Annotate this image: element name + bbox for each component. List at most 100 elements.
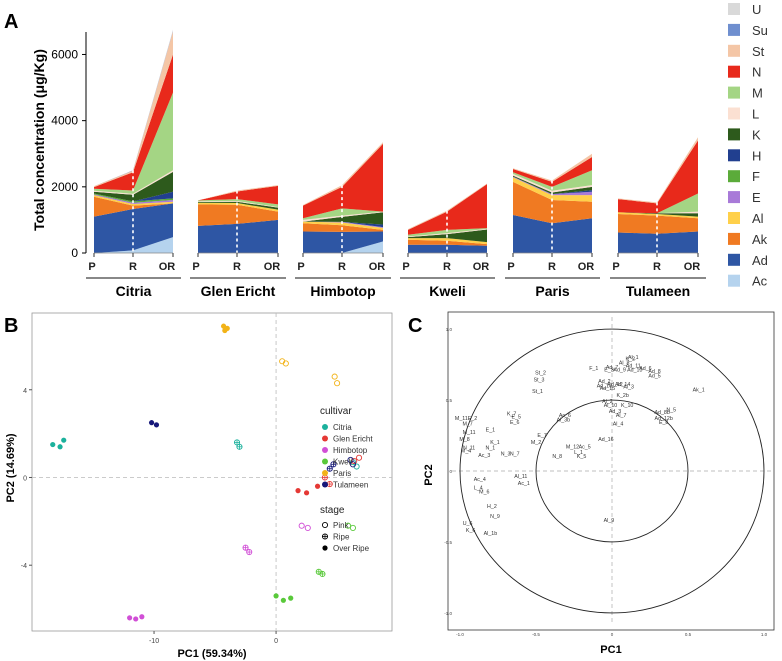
area-himbotop-m bbox=[303, 208, 383, 220]
score-point-paris bbox=[282, 360, 289, 367]
area-kweli-n bbox=[408, 184, 487, 235]
legend-swatch-ad bbox=[728, 253, 740, 266]
area-kweli-l bbox=[408, 228, 487, 238]
area-layer bbox=[94, 29, 698, 254]
loading-label: E_8 bbox=[659, 420, 668, 426]
score-point-glen-ericht bbox=[356, 454, 363, 461]
x-tick-label: 0 bbox=[611, 632, 614, 637]
legend-label-ac: Ac bbox=[752, 274, 768, 289]
loading-label: E_6 bbox=[510, 420, 519, 426]
legend-swatch-f bbox=[728, 170, 740, 183]
loading-label: Ad_12b bbox=[655, 416, 673, 422]
loading-label: L_4 bbox=[474, 485, 483, 491]
y-tick-label: 1.0 bbox=[446, 327, 453, 332]
score-point-himbotop bbox=[133, 616, 139, 622]
loading-label: M_7 bbox=[462, 422, 472, 428]
score-point-kweli bbox=[280, 597, 286, 603]
panel-c-loadings: -1.0 -0.5 0 0.5 1.0-1.0-0.500.51.0Al_8K_2Al_… bbox=[444, 317, 772, 637]
stage-label-or: OR bbox=[369, 261, 386, 273]
stage-label-r: R bbox=[233, 261, 241, 273]
panel-label-b: B bbox=[4, 315, 18, 337]
panel-c: C -1.0 -0.5 0 0.5 1.0-1.0-0.500.51.0Al_8K_2A… bbox=[408, 311, 775, 656]
stage-label-or: OR bbox=[264, 261, 281, 273]
loading-label: Al_11 bbox=[514, 474, 527, 480]
panel-b-x-axis-label: PC1 (59.34%) bbox=[177, 648, 246, 660]
score-point-citria bbox=[57, 444, 63, 450]
panel-label-a: A bbox=[4, 11, 18, 33]
loading-label: Ad_11 bbox=[626, 363, 641, 369]
loading-label: M_6 bbox=[479, 490, 489, 496]
legend-cultivar-glen-ericht: Glen Ericht bbox=[333, 435, 373, 444]
legend-dot-kweli bbox=[322, 458, 328, 465]
area-group-himbotop bbox=[303, 142, 383, 254]
loading-label: Ad_14 bbox=[615, 382, 630, 388]
stage-label-p: P bbox=[507, 261, 514, 273]
loading-label: Al_2 bbox=[602, 399, 613, 405]
x-tick-label: 0 bbox=[274, 638, 278, 645]
legend-dot-himbotop bbox=[322, 447, 328, 453]
legend-swatch-k bbox=[728, 128, 740, 141]
legend-dot-paris bbox=[322, 470, 328, 476]
legend-cultivar-title: cultivar bbox=[320, 406, 352, 417]
score-point-tulameen bbox=[326, 465, 333, 472]
area-tulameen-ak bbox=[618, 213, 698, 234]
stage-label-r: R bbox=[548, 261, 556, 273]
panel-b: B -10 0 -4 0 4 PC1 (59.34%) PC2 (14.69%) cul… bbox=[4, 312, 393, 660]
loading-label: Ad_15 bbox=[600, 386, 615, 392]
loading-label: N_1 bbox=[486, 446, 496, 452]
loading-label: Al_4 bbox=[613, 422, 624, 428]
y-tick-label: 6000 bbox=[51, 47, 78, 61]
area-paris-al bbox=[513, 177, 592, 202]
area-paris-st bbox=[513, 153, 592, 182]
loading-label: E_5 bbox=[512, 414, 521, 420]
stage-label-r: R bbox=[338, 261, 346, 273]
loading-label: M_2 bbox=[531, 440, 541, 446]
legend-cultivar-himbotop: Himbotop bbox=[333, 446, 368, 455]
legend-label-l: L bbox=[752, 107, 759, 122]
loading-label: N_7 bbox=[510, 451, 520, 457]
loading-label: Ad_10 bbox=[597, 383, 612, 389]
panel-a-y-axis-label: Total concentration (μg/Kg) bbox=[31, 49, 47, 231]
area-tulameen-k bbox=[618, 212, 698, 217]
x-tick-label: 0.5 bbox=[685, 632, 692, 637]
x-tick-label: -1.0 bbox=[456, 632, 464, 637]
loading-label: Ad_9 bbox=[613, 368, 625, 374]
loading-label: U_6 bbox=[463, 521, 473, 527]
loading-label: N_9 bbox=[490, 514, 500, 520]
legend-swatch-l bbox=[728, 107, 740, 120]
y-tick-label: 0 bbox=[71, 246, 78, 260]
loading-label: Al_9 bbox=[604, 518, 615, 524]
area-tulameen-m bbox=[618, 193, 698, 214]
score-point-himbotop bbox=[127, 615, 133, 621]
area-himbotop-ak bbox=[303, 223, 383, 232]
loading-label: Ac_5 bbox=[579, 444, 591, 450]
y-tick-label: -1.0 bbox=[444, 611, 452, 616]
stage-label-p: P bbox=[402, 261, 409, 273]
panel-c-y-axis-label: PC2 bbox=[423, 464, 435, 485]
loading-label: F_1 bbox=[589, 366, 598, 372]
score-point-himbotop bbox=[298, 522, 305, 529]
x-tick-label: -0.5 bbox=[532, 632, 540, 637]
legend-label-k: K bbox=[752, 127, 761, 142]
score-point-kweli bbox=[345, 522, 352, 529]
y-tick-label: 4 bbox=[23, 388, 27, 395]
legend-swatch-m bbox=[728, 86, 740, 99]
loading-label: Al_8 bbox=[619, 361, 630, 367]
stage-label-p: P bbox=[297, 261, 304, 273]
area-tulameen-n bbox=[618, 140, 698, 214]
area-glen-ericht-l bbox=[198, 201, 278, 208]
x-tick-label: 1.0 bbox=[761, 632, 768, 637]
loading-label: M_12 bbox=[566, 444, 579, 450]
legend-label-su: Su bbox=[752, 23, 768, 38]
score-point-himbotop bbox=[242, 544, 249, 551]
loading-label: Ad_13 bbox=[627, 368, 642, 374]
panel-label-c: C bbox=[408, 315, 422, 337]
loading-label: Ad_12 bbox=[607, 382, 622, 388]
loading-label: Al_7 bbox=[616, 413, 627, 419]
legend-swatch-su bbox=[728, 23, 740, 36]
y-tick-label: 4000 bbox=[51, 114, 78, 128]
area-citria-n bbox=[94, 54, 173, 191]
stage-label-r: R bbox=[129, 261, 137, 273]
area-citria-ad bbox=[94, 203, 173, 253]
